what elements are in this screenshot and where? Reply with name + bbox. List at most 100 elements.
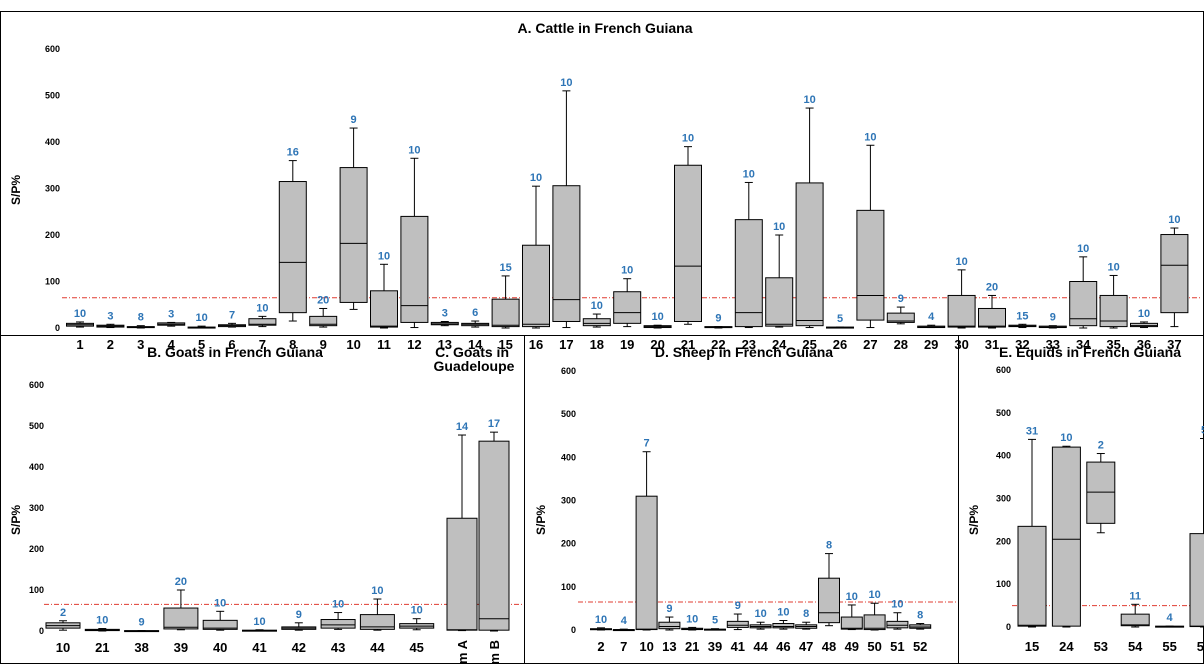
panel-c-title-line1: C. Goats in bbox=[435, 344, 509, 360]
panel-d-n-label: 10 bbox=[595, 614, 607, 626]
panel-a-xtick: 5 bbox=[198, 337, 205, 352]
panel-a-n-label: 9 bbox=[1050, 312, 1056, 324]
panel-d-xtick: 10 bbox=[639, 639, 653, 654]
panel-a-n-label: 10 bbox=[651, 311, 663, 323]
panel-a-box bbox=[1130, 322, 1158, 328]
panel-d-xtick: 51 bbox=[890, 639, 904, 654]
panel-a-xtick: 2 bbox=[107, 337, 114, 352]
panel-b-box bbox=[163, 607, 199, 630]
panel-a-n-label: 9 bbox=[351, 114, 357, 126]
panel-a-n-label: 10 bbox=[682, 133, 694, 145]
panel-d-box bbox=[726, 620, 749, 628]
panel-e-n-label: 4 bbox=[1167, 612, 1174, 624]
panel-b-xtick: 39 bbox=[174, 640, 188, 655]
panel-a-n-label: 10 bbox=[378, 250, 390, 262]
panel-d-xtick: 52 bbox=[913, 639, 927, 654]
panel-e-ytick: 300 bbox=[996, 494, 1011, 504]
panel-d-ytick: 0 bbox=[571, 625, 576, 635]
panel-e-ylabel: S/P% bbox=[967, 505, 981, 535]
panel-a-box bbox=[947, 294, 976, 328]
panel-d-n-label: 5 bbox=[712, 615, 718, 627]
panel-d-n-label: 10 bbox=[686, 613, 698, 625]
panel-a-box bbox=[491, 298, 520, 328]
panel-a-xtick: 18 bbox=[590, 337, 604, 352]
panel-b-n-label: 2 bbox=[60, 607, 66, 619]
panel-d-box bbox=[840, 616, 863, 630]
panel-a-box bbox=[734, 219, 763, 328]
panel-a-xtick: 29 bbox=[924, 337, 938, 352]
panel-a-xtick: 17 bbox=[559, 337, 573, 352]
panel-b-ytick: 200 bbox=[29, 544, 44, 554]
panel-a-xtick: 13 bbox=[438, 337, 452, 352]
panel-a-n-label: 20 bbox=[317, 294, 329, 306]
panel-a-ytick: 0 bbox=[55, 323, 60, 333]
panel-d-xtick: 13 bbox=[662, 639, 676, 654]
panel-b-ytick: 300 bbox=[29, 503, 44, 513]
panel-e-n-label: 5 bbox=[1201, 425, 1204, 437]
panel-e-box bbox=[1120, 613, 1150, 627]
panel-a-box bbox=[339, 167, 368, 303]
panel-a-xtick: 3 bbox=[137, 337, 144, 352]
panel-a-box bbox=[886, 312, 915, 323]
panel-d-n-label: 8 bbox=[826, 540, 832, 552]
panel-d-ytick: 200 bbox=[561, 539, 576, 549]
panel-a-n-label: 3 bbox=[168, 308, 174, 320]
panel-c-box bbox=[446, 517, 478, 631]
panel-b-xtick: 41 bbox=[252, 640, 266, 655]
panel-a-title: A. Cattle in French Guiana bbox=[517, 20, 692, 36]
panel-e-box bbox=[1086, 461, 1116, 524]
panel-a-n-label: 15 bbox=[499, 262, 511, 274]
panel-d-n-label: 10 bbox=[754, 608, 766, 620]
panel-c-n-label: 14 bbox=[456, 421, 469, 433]
panel-d-ytick: 500 bbox=[561, 409, 576, 419]
panel-a-xtick: 33 bbox=[1046, 337, 1060, 352]
panel-b-xtick: 45 bbox=[409, 640, 423, 655]
panel-c-title-line2: Guadeloupe bbox=[434, 358, 515, 374]
panel-a-box bbox=[1099, 294, 1128, 328]
panel-a-xtick: 14 bbox=[468, 337, 483, 352]
panel-d-xtick: 47 bbox=[799, 639, 813, 654]
panel-e-xtick: 53 bbox=[1094, 639, 1108, 654]
panel-a-n-label: 10 bbox=[74, 308, 86, 320]
panel-b-xtick: 44 bbox=[370, 640, 385, 655]
panel-e-box bbox=[1017, 525, 1047, 627]
panel-b-box bbox=[359, 614, 395, 630]
panel-a-n-label: 9 bbox=[715, 313, 721, 325]
panel-a-n-label: 15 bbox=[1016, 310, 1028, 322]
panel-a-xtick: 25 bbox=[802, 337, 816, 352]
panel-a-ytick: 500 bbox=[45, 91, 60, 101]
panel-a-xtick: 12 bbox=[407, 337, 421, 352]
panel-d-xtick: 21 bbox=[685, 639, 699, 654]
panel-b-xtick: 38 bbox=[134, 640, 148, 655]
panel-a-xtick: 15 bbox=[498, 337, 512, 352]
panel-a-box bbox=[400, 215, 429, 323]
panel-a-n-label: 3 bbox=[107, 310, 113, 322]
panel-a-xtick: 19 bbox=[620, 337, 634, 352]
panel-e-n-label: 10 bbox=[1060, 432, 1072, 444]
panel-d-n-label: 8 bbox=[917, 610, 923, 622]
panel-b-n-label: 9 bbox=[296, 609, 302, 621]
panel-a-border bbox=[0, 11, 1204, 336]
panel-d-n-label: 10 bbox=[777, 607, 789, 619]
panel-a-xtick: 20 bbox=[650, 337, 664, 352]
panel-a-n-label: 10 bbox=[256, 302, 268, 314]
panel-a-n-label: 10 bbox=[560, 77, 572, 89]
panel-b-n-label: 10 bbox=[371, 585, 383, 597]
panel-d-ytick: 600 bbox=[561, 366, 576, 376]
panel-d-xtick: 44 bbox=[753, 639, 768, 654]
panel-a-n-label: 10 bbox=[773, 221, 785, 233]
panel-e-xtick: 54 bbox=[1128, 639, 1143, 654]
panel-a-box bbox=[795, 182, 824, 327]
panel-a-ytick: 600 bbox=[45, 44, 60, 54]
panel-a-ylabel: S/P% bbox=[9, 175, 23, 205]
panel-a-box bbox=[582, 318, 611, 327]
panel-d-xtick: 7 bbox=[620, 639, 627, 654]
panel-a-n-label: 10 bbox=[803, 94, 815, 106]
panel-b-ytick: 400 bbox=[29, 462, 44, 472]
panel-a-ytick: 400 bbox=[45, 137, 60, 147]
panel-d-xtick: 50 bbox=[867, 639, 881, 654]
panel-d-n-label: 9 bbox=[666, 603, 672, 615]
panel-a-xtick: 9 bbox=[320, 337, 327, 352]
panel-e-n-label: 31 bbox=[1026, 425, 1038, 437]
